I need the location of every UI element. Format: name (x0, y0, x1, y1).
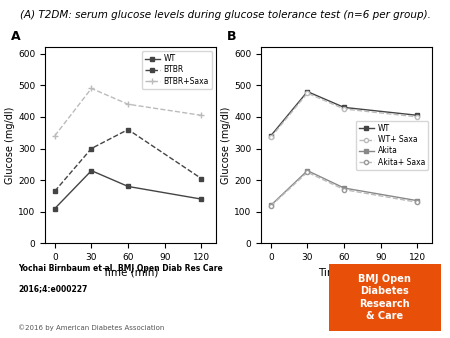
Text: Yochai Birnbaum et al. BMJ Open Diab Res Care: Yochai Birnbaum et al. BMJ Open Diab Res… (18, 264, 223, 273)
X-axis label: Time (min): Time (min) (102, 268, 159, 277)
Text: 2016;4:e000227: 2016;4:e000227 (18, 284, 87, 293)
Text: ©2016 by American Diabetes Association: ©2016 by American Diabetes Association (18, 324, 164, 331)
Legend: WT, BTBR, BTBR+Saxa: WT, BTBR, BTBR+Saxa (142, 51, 212, 89)
Text: BMJ Open
Diabetes
Research
& Care: BMJ Open Diabetes Research & Care (358, 274, 411, 321)
X-axis label: Time (min): Time (min) (318, 268, 375, 277)
Y-axis label: Glucose (mg/dl): Glucose (mg/dl) (221, 107, 231, 184)
Text: B: B (227, 30, 236, 43)
Text: A: A (11, 30, 20, 43)
Legend: WT, WT+ Saxa, Akita, Akita+ Saxa: WT, WT+ Saxa, Akita, Akita+ Saxa (356, 121, 428, 170)
Text: (A) T2DM: serum glucose levels during glucose tolerance test (n=6 per group).: (A) T2DM: serum glucose levels during gl… (19, 10, 431, 20)
Y-axis label: Glucose (mg/dl): Glucose (mg/dl) (5, 107, 15, 184)
